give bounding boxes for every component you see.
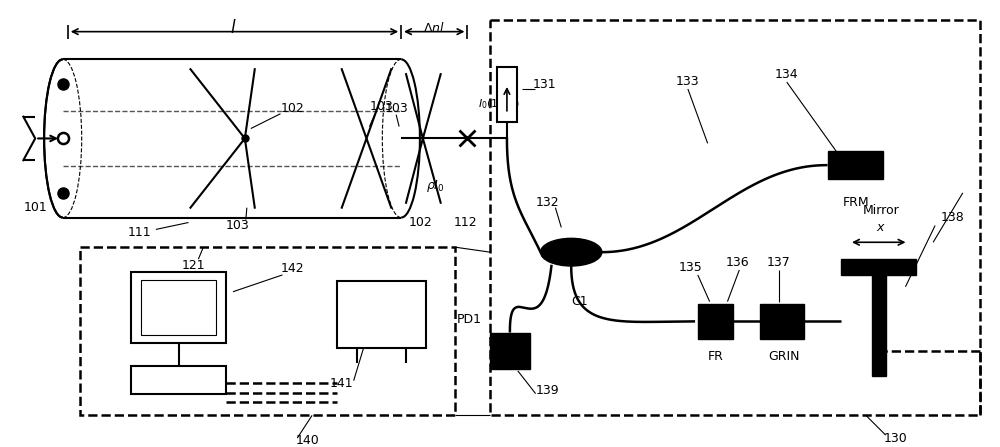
Bar xyxy=(828,151,883,179)
Text: SPU: SPU xyxy=(363,305,400,324)
Text: GRIN: GRIN xyxy=(768,350,800,363)
Text: 131: 131 xyxy=(533,78,556,91)
Bar xyxy=(698,304,733,339)
Bar xyxy=(80,247,455,415)
Bar xyxy=(131,272,226,343)
Text: $\rho I_0$: $\rho I_0$ xyxy=(426,178,445,194)
Text: $I_0(1{-}\rho)$: $I_0(1{-}\rho)$ xyxy=(478,97,520,111)
Bar xyxy=(497,67,517,122)
Text: 133: 133 xyxy=(676,75,700,88)
Bar xyxy=(131,366,226,394)
Text: 102: 102 xyxy=(280,102,304,115)
Bar xyxy=(872,267,886,376)
Text: 138: 138 xyxy=(941,211,965,224)
Bar xyxy=(490,20,980,415)
Text: 121: 121 xyxy=(182,258,205,271)
Text: C1: C1 xyxy=(571,295,587,308)
Text: 112: 112 xyxy=(454,216,477,229)
Text: $x$: $x$ xyxy=(876,221,886,234)
Text: 140: 140 xyxy=(295,434,319,447)
Bar xyxy=(337,281,426,348)
Text: 132: 132 xyxy=(536,196,559,209)
Text: $l$: $l$ xyxy=(230,19,236,37)
Text: 102: 102 xyxy=(409,216,433,229)
Text: PD1: PD1 xyxy=(457,313,482,326)
Text: $\Delta nl$: $\Delta nl$ xyxy=(423,21,445,35)
Text: 139: 139 xyxy=(536,384,559,397)
Text: 135: 135 xyxy=(679,261,703,274)
Text: 103: 103 xyxy=(384,102,408,115)
Bar xyxy=(841,259,916,275)
Text: Mirror: Mirror xyxy=(862,204,899,217)
Text: 103: 103 xyxy=(226,219,250,232)
Ellipse shape xyxy=(541,238,602,266)
Text: 142: 142 xyxy=(281,262,304,275)
Text: 136: 136 xyxy=(726,256,749,269)
Text: 111: 111 xyxy=(127,226,151,239)
Text: 137: 137 xyxy=(767,256,791,269)
Text: FR: FR xyxy=(708,350,724,363)
Text: FRM: FRM xyxy=(843,196,869,209)
Ellipse shape xyxy=(44,59,82,218)
Text: 101: 101 xyxy=(23,201,47,214)
Text: 103: 103 xyxy=(369,100,393,113)
Bar xyxy=(490,333,530,369)
Text: 141: 141 xyxy=(330,377,354,390)
Bar xyxy=(141,280,216,335)
Text: 130: 130 xyxy=(884,432,907,445)
Bar xyxy=(760,304,804,339)
Text: 134: 134 xyxy=(775,67,799,80)
